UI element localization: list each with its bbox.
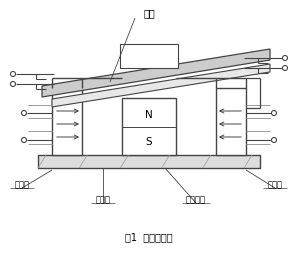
Text: 磁轭板: 磁轭板 [95, 196, 111, 205]
Text: 右边柱: 右边柱 [268, 180, 283, 189]
Polygon shape [42, 49, 270, 97]
Bar [52, 88, 82, 155]
Bar [120, 44, 178, 68]
Text: N: N [145, 110, 153, 120]
Bar [38, 155, 260, 168]
Polygon shape [52, 64, 270, 107]
Text: 衔铁: 衔铁 [143, 8, 155, 18]
Text: 永久磁铁: 永久磁铁 [186, 196, 206, 205]
Text: 图1  原理示意图: 图1 原理示意图 [125, 232, 173, 242]
Bar [216, 88, 246, 155]
Bar [122, 98, 176, 155]
Text: 左边柱: 左边柱 [15, 180, 30, 189]
Text: S: S [146, 137, 152, 147]
